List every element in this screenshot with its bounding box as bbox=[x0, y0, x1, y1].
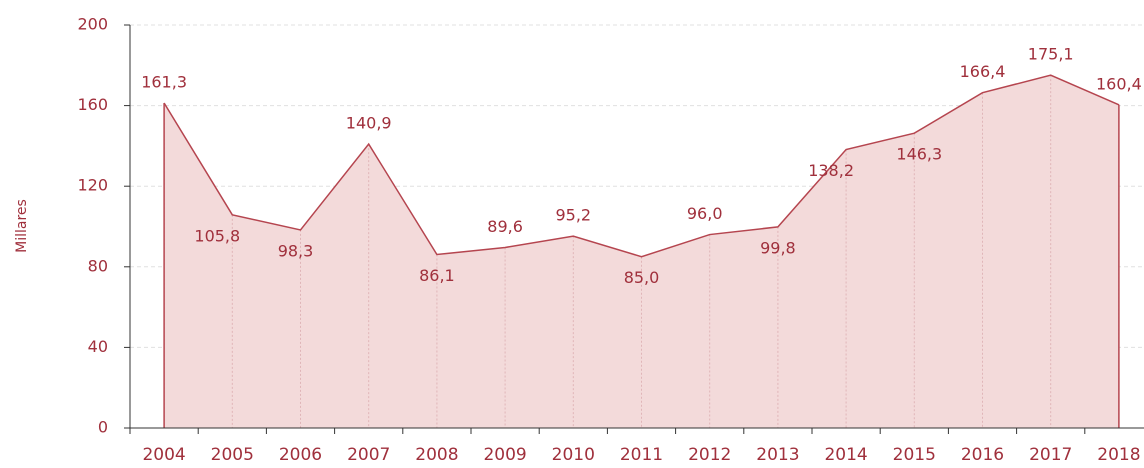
y-tick-label: 0 bbox=[98, 418, 108, 437]
y-tick-label: 160 bbox=[77, 95, 108, 114]
area bbox=[164, 75, 1119, 429]
data-label: 98,3 bbox=[278, 241, 314, 260]
x-tick-label: 2009 bbox=[483, 445, 526, 465]
data-label: 86,1 bbox=[419, 266, 455, 285]
data-label: 146,3 bbox=[896, 145, 942, 164]
x-tick-label: 2008 bbox=[415, 445, 458, 465]
y-axis-label: Millares bbox=[14, 199, 30, 253]
data-label: 105,8 bbox=[194, 226, 240, 245]
line bbox=[163, 74, 1120, 258]
data-label: 138,2 bbox=[808, 161, 854, 180]
x-tick-label: 2016 bbox=[961, 445, 1004, 465]
x-tick-label: 2006 bbox=[279, 445, 322, 465]
data-label: 89,6 bbox=[487, 217, 523, 236]
x-tick-label: 2014 bbox=[824, 445, 867, 465]
data-label: 161,3 bbox=[141, 72, 187, 91]
x-tick-label: 2015 bbox=[893, 445, 936, 465]
y-tick-label: 120 bbox=[77, 176, 108, 195]
data-label: 99,8 bbox=[760, 238, 796, 257]
x-tick-label: 2007 bbox=[347, 445, 390, 465]
y-tick-label: 40 bbox=[88, 337, 108, 356]
x-tick-label: 2018 bbox=[1097, 445, 1140, 465]
y-tick-label: 80 bbox=[88, 256, 108, 275]
x-tick-label: 2012 bbox=[688, 445, 731, 465]
x-tick-label: 2017 bbox=[1029, 445, 1072, 465]
data-label: 96,0 bbox=[687, 204, 723, 223]
data-label: 160,4 bbox=[1096, 74, 1142, 93]
data-label: 85,0 bbox=[624, 268, 660, 287]
y-tick-label: 200 bbox=[77, 15, 108, 34]
data-label: 95,2 bbox=[555, 206, 591, 225]
data-label: 166,4 bbox=[960, 62, 1006, 81]
x-tick-label: 2011 bbox=[620, 445, 663, 465]
x-tick-label: 2013 bbox=[756, 445, 799, 465]
x-tick-label: 2010 bbox=[552, 445, 595, 465]
data-label: 175,1 bbox=[1028, 45, 1074, 64]
x-tick-label: 2005 bbox=[211, 445, 254, 465]
x-tick-label: 2004 bbox=[142, 445, 185, 465]
data-label: 140,9 bbox=[346, 114, 392, 133]
